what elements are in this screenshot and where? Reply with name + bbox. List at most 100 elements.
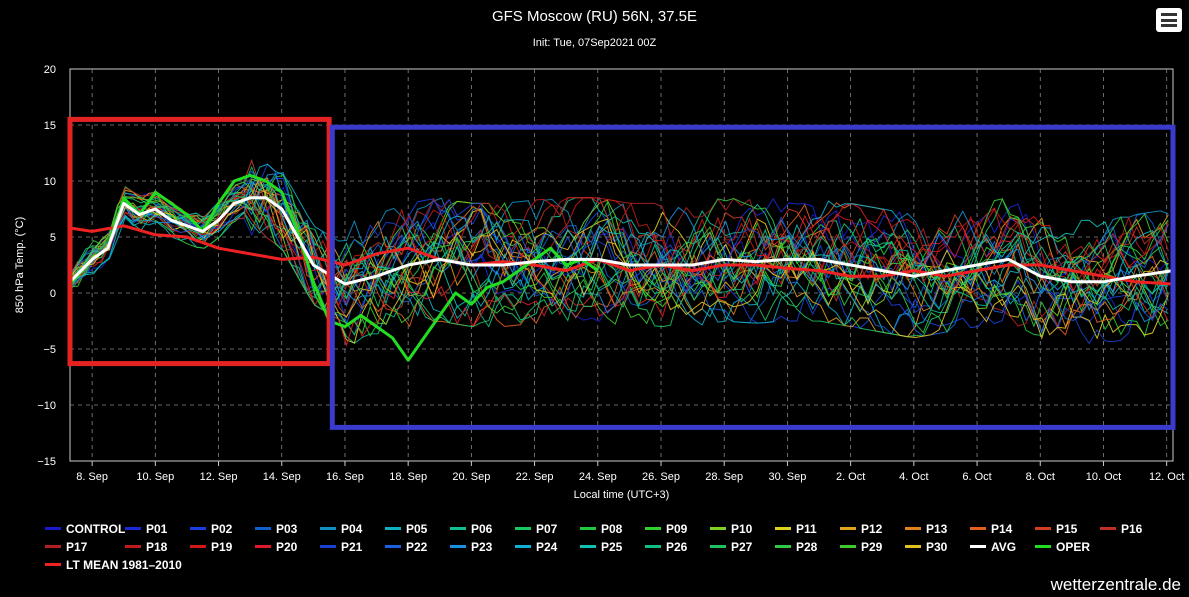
legend-swatch <box>45 545 61 549</box>
legend-item[interactable]: P16 <box>1100 522 1142 536</box>
legend-item[interactable]: P03 <box>255 522 297 536</box>
legend-item[interactable]: P14 <box>970 522 1012 536</box>
legend-label: P13 <box>926 522 948 536</box>
legend-label: P22 <box>406 540 428 554</box>
y-tick-label: 5 <box>50 232 56 244</box>
x-tick-label: 12. Oct <box>1149 471 1184 483</box>
legend-item[interactable]: P01 <box>125 522 167 536</box>
legend-label: P26 <box>666 540 688 554</box>
member-line-p16 <box>69 197 1169 307</box>
legend-label: P14 <box>991 522 1013 536</box>
legend-label: P03 <box>276 522 298 536</box>
member-line-p10 <box>69 178 1169 334</box>
legend-swatch <box>450 527 466 531</box>
legend-label: P12 <box>861 522 883 536</box>
legend-label: P29 <box>861 540 883 554</box>
member-line-p20 <box>69 185 1169 347</box>
legend-label: P17 <box>66 540 88 554</box>
member-line-p29 <box>69 193 1169 335</box>
legend-swatch <box>970 545 986 549</box>
legend-item[interactable]: AVG <box>970 540 1016 554</box>
lt-mean-line <box>69 224 1174 286</box>
legend-item[interactable]: P30 <box>905 540 947 554</box>
y-tick-label: −5 <box>43 344 56 356</box>
legend-row: LT MEAN 1981–2010 <box>45 558 1165 576</box>
legend-swatch <box>450 545 466 549</box>
legend-swatch <box>840 527 856 531</box>
legend-item[interactable]: P11 <box>775 522 817 536</box>
x-tick-label: 8. Sep <box>76 471 108 483</box>
legend-swatch <box>45 563 61 567</box>
member-line-p30 <box>69 176 1169 339</box>
member-line-p24 <box>69 163 1169 326</box>
legend-item[interactable]: OPER <box>1035 540 1090 554</box>
legend-item[interactable]: LT MEAN 1981–2010 <box>45 558 182 572</box>
legend-label: P30 <box>926 540 948 554</box>
legend-item[interactable]: P26 <box>645 540 687 554</box>
legend-item[interactable]: P18 <box>125 540 167 554</box>
x-tick-label: 14. Sep <box>263 471 301 483</box>
member-line-p23 <box>69 173 1169 323</box>
legend-label: P25 <box>601 540 623 554</box>
legend-item[interactable]: P13 <box>905 522 947 536</box>
legend-label: P10 <box>731 522 753 536</box>
legend-item[interactable]: P23 <box>450 540 492 554</box>
legend-label: P04 <box>341 522 363 536</box>
legend-label: P08 <box>601 522 623 536</box>
hamburger-menu-icon[interactable] <box>1156 8 1182 32</box>
legend-swatch <box>775 527 791 531</box>
legend-swatch <box>905 527 921 531</box>
x-tick-label: 10. Oct <box>1086 471 1121 483</box>
legend-item[interactable]: P07 <box>515 522 557 536</box>
legend-swatch <box>970 527 986 531</box>
legend-item[interactable]: P25 <box>580 540 622 554</box>
legend-label: P02 <box>211 522 233 536</box>
legend-item[interactable]: P27 <box>710 540 752 554</box>
legend-item[interactable]: P09 <box>645 522 687 536</box>
member-line-p25 <box>69 180 1169 308</box>
x-tick-label: 18. Sep <box>389 471 427 483</box>
chart-legend: CONTROL P01 P02 P03 P04 P05 P06 P07 P08 P09 P10 P11… <box>45 522 1165 576</box>
legend-swatch <box>905 545 921 549</box>
legend-item[interactable]: P10 <box>710 522 752 536</box>
legend-row: CONTROL P01 P02 P03 P04 P05 P06 P07 P08 P09 P10 P11… <box>45 522 1165 540</box>
legend-label: P11 <box>796 522 817 536</box>
legend-item[interactable]: P24 <box>515 540 557 554</box>
x-tick-label: 20. Sep <box>452 471 490 483</box>
legend-label: P07 <box>536 522 558 536</box>
legend-swatch <box>125 545 141 549</box>
legend-item[interactable]: P02 <box>190 522 232 536</box>
x-tick-label: 12. Sep <box>200 471 238 483</box>
legend-item[interactable]: P06 <box>450 522 492 536</box>
legend-swatch <box>1035 527 1051 531</box>
x-tick-label: 22. Sep <box>516 471 554 483</box>
legend-item[interactable]: P08 <box>580 522 622 536</box>
y-tick-label: 0 <box>50 288 56 300</box>
legend-item[interactable]: P28 <box>775 540 817 554</box>
legend-item[interactable]: P20 <box>255 540 297 554</box>
legend-item[interactable]: P29 <box>840 540 882 554</box>
legend-swatch <box>775 545 791 549</box>
legend-item[interactable]: P17 <box>45 540 87 554</box>
x-tick-label: 4. Oct <box>899 471 928 483</box>
x-tick-label: 6. Oct <box>962 471 991 483</box>
x-tick-label: 2. Oct <box>836 471 865 483</box>
legend-item[interactable]: P21 <box>320 540 362 554</box>
legend-label: P16 <box>1121 522 1143 536</box>
legend-item[interactable]: CONTROL <box>45 522 125 536</box>
member-line-p26 <box>69 165 1169 321</box>
legend-item[interactable]: P15 <box>1035 522 1077 536</box>
legend-label: LT MEAN 1981–2010 <box>66 558 182 572</box>
legend-item[interactable]: P22 <box>385 540 427 554</box>
x-tick-label: 8. Oct <box>1026 471 1055 483</box>
legend-item[interactable]: P12 <box>840 522 882 536</box>
legend-label: P20 <box>276 540 298 554</box>
legend-item[interactable]: P19 <box>190 540 232 554</box>
legend-item[interactable]: P04 <box>320 522 362 536</box>
avg-line <box>68 196 1174 286</box>
legend-item[interactable]: P05 <box>385 522 427 536</box>
legend-label: P09 <box>666 522 688 536</box>
legend-swatch <box>190 527 206 531</box>
legend-label: P19 <box>211 540 233 554</box>
short-range-box <box>67 116 332 367</box>
